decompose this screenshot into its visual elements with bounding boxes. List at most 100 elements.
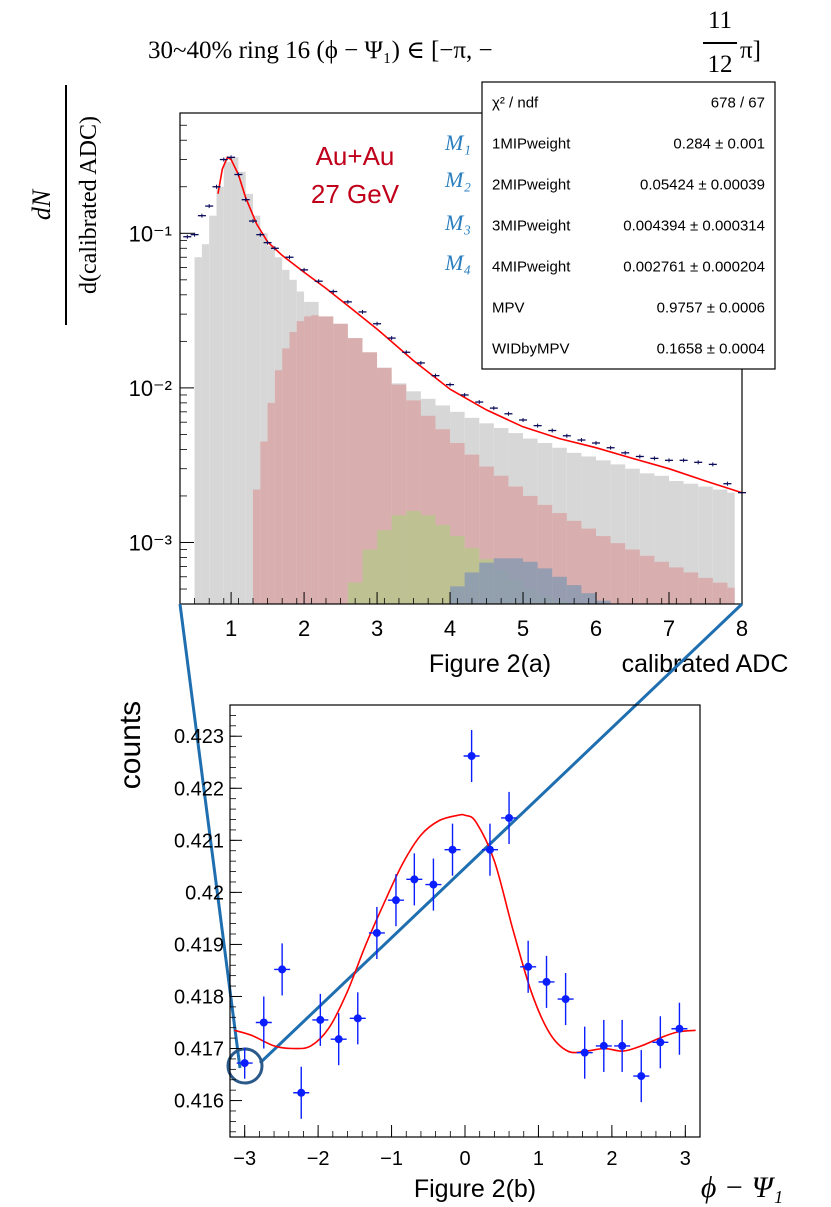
hist-bar-4MIP: [464, 572, 480, 604]
hist-bar-4MIP: [493, 558, 509, 604]
stats-box-frame: [481, 81, 776, 370]
x-tick-label-b: 1: [533, 1148, 544, 1170]
hist-bar-3MIP: [406, 510, 421, 604]
data-point: [650, 456, 659, 461]
data-points-layer: [183, 155, 746, 495]
x-tick-label: 6: [590, 616, 602, 641]
data-point-b: [349, 992, 366, 1045]
marker: [637, 1072, 646, 1081]
hist-bar-3MIP: [347, 582, 363, 604]
hist-bar-2MIP: [698, 577, 713, 604]
data-point: [373, 321, 382, 326]
stats-name: 1MIPweight: [492, 136, 571, 153]
y-tick-label: 10⁻¹: [129, 221, 172, 246]
marker: [353, 1014, 362, 1023]
data-points-layer-b: [236, 729, 688, 1119]
panel-b-axes: −3 −2 −1 0 1 2 3 0.416 0.417 0.418 0.419 0.42 0.421 0…: [174, 704, 691, 1170]
data-point: [489, 406, 498, 411]
hist-bar-1MIP: [727, 492, 735, 604]
panel-a: dN d(calibrated ADC) 1 2 3 4 5 6 7 8 10⁻¹ 10⁻² 10⁻…: [27, 81, 788, 678]
stats-name: 2MIPweight: [492, 177, 571, 194]
hist-bar-1MIP: [238, 171, 246, 604]
fit-curve-b: [234, 813, 696, 1054]
data-point: [241, 197, 250, 202]
data-point: [205, 204, 214, 209]
stats-value: 0.1658 ± 0.0004: [657, 341, 765, 358]
marker: [561, 995, 570, 1004]
hist-bar-4MIP: [479, 562, 494, 604]
marker: [618, 1041, 627, 1050]
marker: [675, 1024, 684, 1033]
y-tick-label-b: 0.417: [174, 1039, 224, 1061]
hist-bar-3MIP: [391, 515, 407, 604]
stats-box: χ² / ndf 678 / 67 1MIPweight 0.284 ± 0.001 2…: [481, 81, 776, 370]
marker: [656, 1038, 665, 1047]
ylabel-denominator: d(calibrated ADC): [76, 116, 102, 294]
hist-bar-2MIP: [347, 338, 363, 604]
hist-bar-2MIP: [318, 316, 334, 604]
data-point-b: [633, 1050, 650, 1103]
marker: [316, 1015, 325, 1024]
hist-bar-2MIP: [566, 520, 582, 604]
hist-bar-1MIP: [252, 215, 261, 604]
zoom-line-right: [258, 602, 744, 1065]
data-point-b: [671, 1002, 688, 1055]
hist-bar-3MIP: [377, 530, 392, 604]
stats-value: 678 / 67: [711, 95, 765, 112]
hist-bar-2MIP: [639, 555, 655, 604]
model-label-2: M₂: [444, 167, 471, 192]
x-tick-label-b: 3: [680, 1148, 691, 1170]
data-point: [519, 417, 528, 422]
hist-bar-1MIP: [712, 489, 728, 604]
data-point: [227, 155, 236, 160]
caption-b: Figure 2(b): [414, 1175, 536, 1203]
hist-bar-2MIP: [282, 348, 290, 604]
data-point: [533, 423, 542, 428]
marker: [448, 845, 457, 854]
x-tick-label-b: 0: [459, 1148, 470, 1170]
stats-name: WIDbyMPV: [492, 341, 570, 358]
x-tick-label: 8: [736, 616, 748, 641]
data-point-b: [614, 1019, 631, 1072]
title-frac-den: 12: [708, 51, 733, 78]
marker: [278, 965, 287, 974]
data-point: [329, 289, 338, 294]
y-tick-label-b: 0.419: [174, 934, 224, 956]
hist-bar-3MIP: [435, 524, 451, 604]
hist-bar-2MIP: [304, 316, 312, 604]
hist-bar-1MIP: [194, 257, 202, 604]
data-point-b: [481, 823, 498, 876]
hist-bar-2MIP: [727, 587, 735, 604]
stats-value: 0.002761 ± 0.000204: [623, 259, 765, 276]
hist-bar-1MIP: [223, 161, 232, 604]
hist-bar-2MIP: [362, 352, 378, 604]
hist-bar-2MIP: [267, 402, 275, 604]
hist-bar-4MIP: [508, 558, 524, 604]
hist-bar-2MIP: [596, 536, 611, 604]
y-tick-label: 10⁻³: [129, 530, 172, 555]
stats-name: χ² / ndf: [492, 95, 539, 112]
data-point-b: [255, 996, 272, 1049]
y-tick-label: 10⁻²: [129, 376, 172, 401]
data-point: [562, 433, 571, 438]
data-point: [475, 400, 484, 405]
title-frac-num: 11: [708, 7, 732, 34]
hist-bar-2MIP: [610, 543, 626, 604]
data-point: [665, 458, 674, 463]
hist-bar-4MIP: [523, 561, 538, 604]
title-main: 30~40% ring 16 (ϕ − Ψ₁) ∈ [−π, −: [148, 37, 493, 64]
model-label-1: M₁: [444, 130, 471, 155]
data-point: [256, 232, 265, 237]
data-point: [387, 336, 396, 341]
data-point-b: [330, 1013, 347, 1066]
data-point: [343, 299, 352, 304]
stats-value: 0.9757 ± 0.0006: [657, 300, 765, 317]
data-point: [635, 454, 644, 459]
stats-value: 0.004394 ± 0.000314: [623, 218, 765, 235]
data-point: [504, 411, 513, 416]
data-point: [300, 267, 309, 272]
data-point-b: [595, 1019, 612, 1072]
caption-a: Figure 2(a): [429, 650, 551, 678]
hist-bar-1MIP: [209, 215, 217, 604]
